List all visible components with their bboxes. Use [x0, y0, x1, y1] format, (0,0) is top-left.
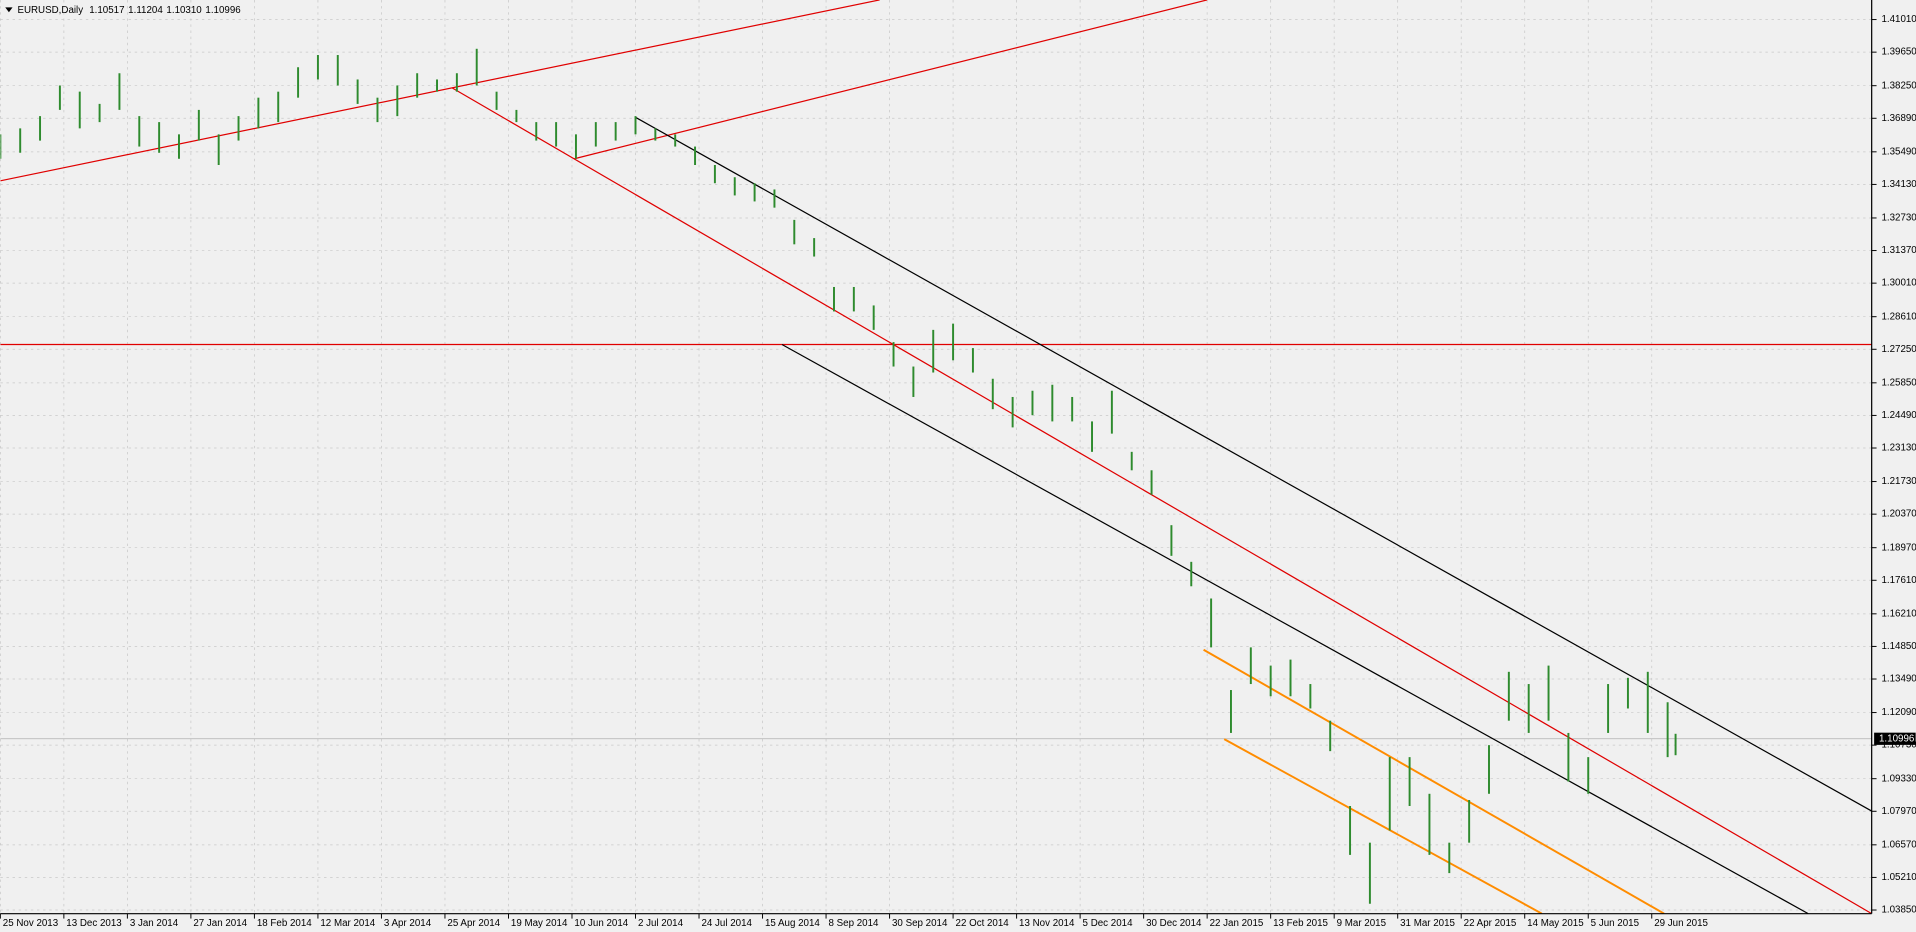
- x-tick-label: 5 Dec 2014: [1083, 918, 1134, 929]
- x-tick-label: 19 May 2014: [511, 918, 568, 929]
- x-tick-label: 3 Apr 2014: [384, 918, 432, 929]
- x-tick-label: 29 Jun 2015: [1654, 918, 1708, 929]
- trendline: [635, 116, 1872, 812]
- y-tick-label: 1.27250: [1881, 344, 1916, 355]
- x-tick-label: 25 Nov 2013: [3, 918, 58, 929]
- y-tick-label: 1.34130: [1881, 179, 1916, 190]
- symbol: EURUSD,Daily: [17, 4, 83, 15]
- x-tick-label: 25 Apr 2014: [447, 918, 500, 929]
- x-tick-label: 12 Mar 2014: [320, 918, 375, 929]
- y-tick-label: 1.07970: [1881, 806, 1916, 817]
- x-tick-label: 31 Mar 2015: [1400, 918, 1455, 929]
- y-tick-label: 1.17610: [1881, 575, 1916, 586]
- x-tick-label: 22 Jan 2015: [1210, 918, 1264, 929]
- x-tick-label: 14 May 2015: [1527, 918, 1584, 929]
- menu-triangle[interactable]: [5, 7, 13, 13]
- chart-header: EURUSD,Daily 1.10517 1.11204 1.10310 1.10996: [17, 4, 240, 15]
- y-tick-label: 1.16210: [1881, 608, 1916, 619]
- y-tick-label: 1.14850: [1881, 641, 1916, 652]
- x-tick-label: 22 Apr 2015: [1464, 918, 1517, 929]
- y-tick-label: 1.03850: [1881, 905, 1916, 916]
- y-tick-label: 1.09330: [1881, 773, 1916, 784]
- x-tick-label: 13 Dec 2013: [66, 918, 121, 929]
- grid: [0, 0, 1872, 914]
- trendline: [781, 343, 1809, 914]
- y-tick-label: 1.38250: [1881, 80, 1916, 91]
- x-tick-label: 3 Jan 2014: [130, 918, 179, 929]
- price-bars: [0, 48, 1677, 904]
- trendline: [574, 0, 1208, 160]
- y-tick-label: 1.13490: [1881, 674, 1916, 685]
- trendline: [451, 87, 1872, 914]
- low: 1.10310: [166, 4, 202, 15]
- x-tick-label: 9 Mar 2015: [1337, 918, 1387, 929]
- trendline: [1223, 738, 1543, 914]
- y-tick-label: 1.36890: [1881, 113, 1916, 124]
- high: 1.11204: [128, 4, 163, 15]
- x-tick-label: 18 Feb 2014: [257, 918, 312, 929]
- y-tick-label: 1.12090: [1881, 707, 1916, 718]
- x-tick-label: 22 Oct 2014: [956, 918, 1010, 929]
- x-tick-label: 8 Sep 2014: [828, 918, 879, 929]
- y-tick-label: 1.30010: [1881, 278, 1916, 289]
- x-tick-label: 10 Jun 2014: [574, 918, 628, 929]
- x-tick-label: 13 Feb 2015: [1273, 918, 1328, 929]
- y-tick-label: 1.06570: [1881, 839, 1916, 850]
- x-tick-label: 30 Dec 2014: [1146, 918, 1202, 929]
- x-tick-label: 2 Jul 2014: [638, 918, 684, 929]
- open: 1.10517: [89, 4, 124, 15]
- x-tick-label: 13 Nov 2014: [1019, 918, 1075, 929]
- y-tick-label: 1.35490: [1881, 146, 1916, 157]
- last-price-box: [1874, 732, 1916, 745]
- x-tick-label: 5 Jun 2015: [1591, 918, 1640, 929]
- x-tick-label: 24 Jul 2014: [701, 918, 752, 929]
- y-tick-label: 1.39650: [1881, 47, 1916, 58]
- y-tick-label: 1.28610: [1881, 311, 1916, 322]
- y-tick-label: 1.20370: [1881, 509, 1916, 520]
- trendline: [0, 0, 880, 182]
- x-tick-label: 30 Sep 2014: [892, 918, 948, 929]
- y-tick-label: 1.25850: [1881, 377, 1916, 388]
- close: 1.10996: [205, 4, 240, 15]
- x-tick-label: 15 Aug 2014: [765, 918, 820, 929]
- y-tick-label: 1.41010: [1881, 14, 1916, 25]
- axis-labels: 1.41010 1.39650 1.38250 1.36890 1.35490 1.341…: [0, 14, 1916, 929]
- trendline: [1203, 648, 1665, 914]
- last-price-label: 1.10996: [1879, 733, 1914, 744]
- y-tick-label: 1.31370: [1881, 245, 1916, 256]
- y-tick-label: 1.05210: [1881, 872, 1916, 883]
- y-tick-label: 1.24490: [1881, 410, 1916, 421]
- y-tick-label: 1.21730: [1881, 476, 1916, 487]
- y-tick-label: 1.32730: [1881, 213, 1916, 224]
- y-tick-label: 1.23130: [1881, 443, 1916, 454]
- x-tick-label: 27 Jan 2014: [193, 918, 247, 929]
- y-tick-label: 1.10730: [1881, 740, 1916, 751]
- trendlines: [0, 0, 1872, 914]
- y-tick-label: 1.18970: [1881, 542, 1916, 553]
